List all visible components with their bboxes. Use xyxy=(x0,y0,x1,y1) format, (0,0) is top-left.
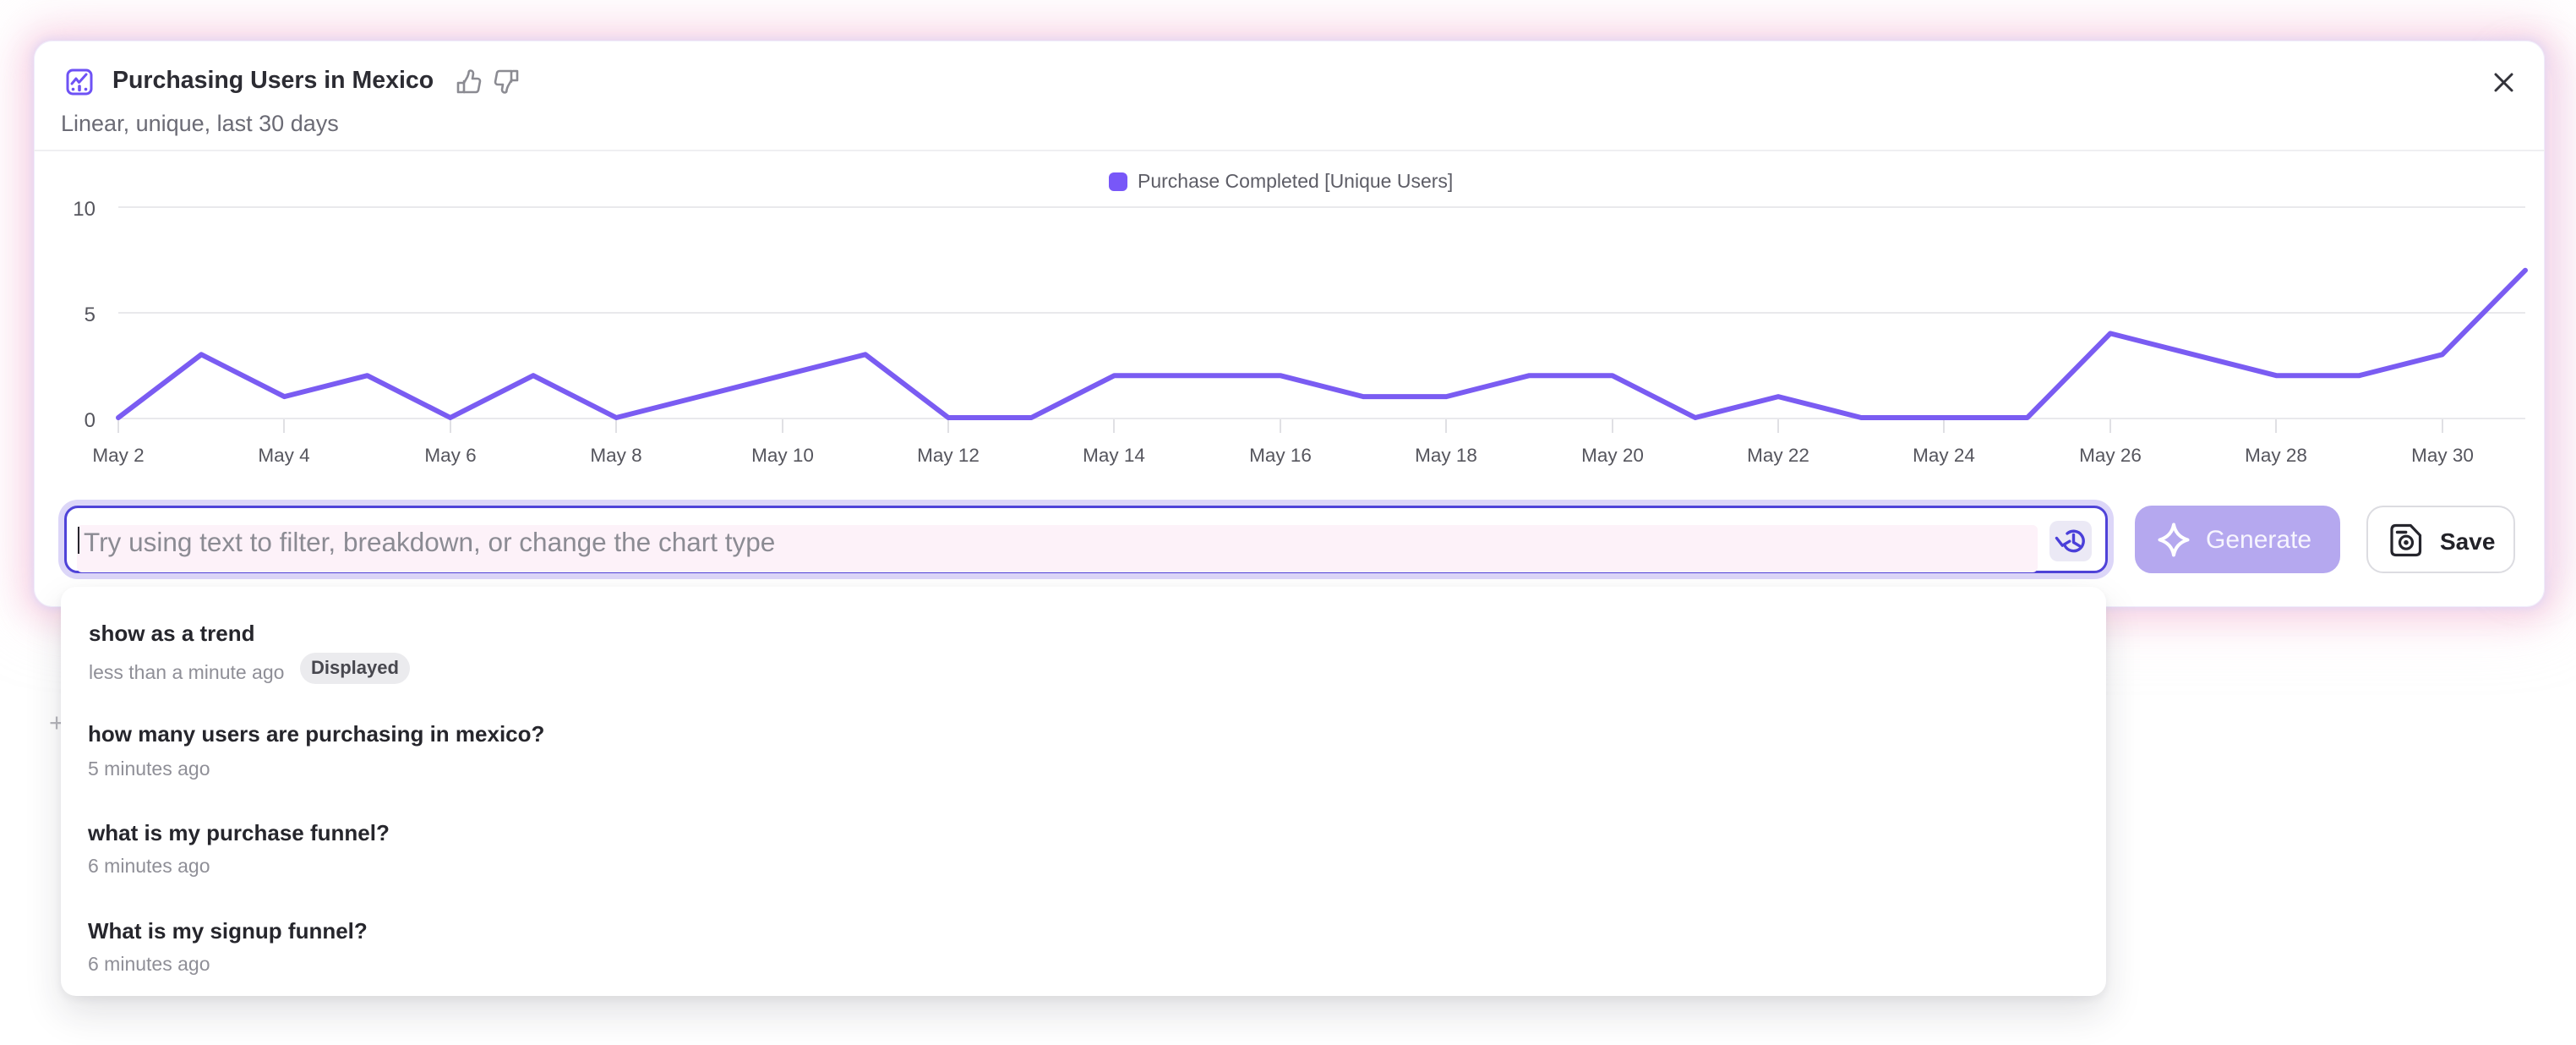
svg-text:May 22: May 22 xyxy=(1747,445,1809,466)
svg-text:May 10: May 10 xyxy=(751,445,814,466)
svg-text:May 4: May 4 xyxy=(258,445,309,466)
svg-text:May 2: May 2 xyxy=(92,445,144,466)
svg-text:May 28: May 28 xyxy=(2245,445,2307,466)
svg-text:May 20: May 20 xyxy=(1581,445,1644,466)
svg-text:May 18: May 18 xyxy=(1415,445,1477,466)
svg-text:0: 0 xyxy=(85,409,96,432)
svg-text:May 30: May 30 xyxy=(2411,445,2474,466)
svg-text:May 12: May 12 xyxy=(917,445,980,466)
svg-text:May 24: May 24 xyxy=(1913,445,1975,466)
svg-text:May 26: May 26 xyxy=(2079,445,2142,466)
svg-text:May 8: May 8 xyxy=(590,445,641,466)
svg-text:May 14: May 14 xyxy=(1083,445,1145,466)
svg-text:May 16: May 16 xyxy=(1249,445,1312,466)
svg-text:10: 10 xyxy=(73,198,96,221)
svg-text:May 6: May 6 xyxy=(424,445,476,466)
svg-text:5: 5 xyxy=(85,304,96,326)
